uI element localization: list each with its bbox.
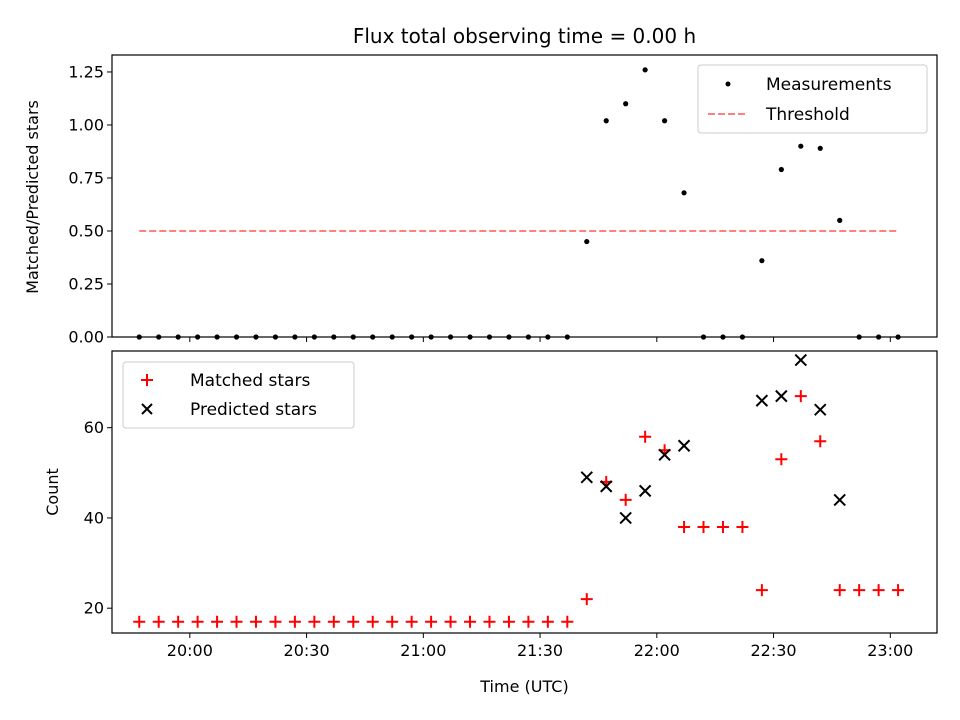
measurement-point [837,217,843,223]
predicted-stars-point [755,394,769,407]
measurement-point [661,118,668,124]
matched-stars-point [580,593,593,606]
matched-stars-point [502,615,515,628]
matched-stars-point [269,615,282,628]
predicted-stars-point [775,389,788,403]
matched-stars-point [522,615,535,628]
top-y-tick-label: 0.00 [68,328,104,347]
bottom-chart-legend: Matched stars Predicted stars [122,361,355,429]
predicted-stars-point [814,403,827,416]
predicted-stars-point [677,439,691,452]
matched-stars-point [327,615,340,628]
measurement-point [642,67,648,73]
matched-stars-point [775,453,788,466]
bottom-y-tick-label: 60 [84,418,104,437]
matched-stars-point [561,615,574,628]
top-y-tick-label: 1.25 [68,62,104,81]
bottom-chart-axes: 20 40 60 20:00 20:30 21:00 21:30 22:00 22:30 23:0… [84,350,938,660]
bottom-legend-box [122,361,355,429]
top-chart-title: Flux total observing time = 0.00 h [353,24,696,48]
x-tick-label: 23:00 [867,641,913,660]
matched-stars-point [249,615,262,628]
matched-stars-point [464,615,477,628]
bottom-y-axis-label: Count [43,468,62,516]
matched-stars-point [736,520,749,533]
predicted-stars-point [794,353,808,367]
matched-stars-point [347,615,360,628]
legend-predicted-label: Predicted stars [190,400,317,420]
matched-stars-point [697,520,710,533]
legend-matched-label: Matched stars [190,371,310,391]
matched-stars-point [872,584,885,597]
measurement-point [759,258,765,264]
top-legend-box [697,64,928,134]
matched-stars-point [133,615,146,628]
matched-stars-point [152,615,165,628]
measurement-point [798,143,804,149]
measurement-point [584,238,590,245]
x-tick-label: 22:00 [634,641,680,660]
matched-stars-point [191,615,204,628]
matched-stars-point [639,430,652,443]
legend-threshold-label: Threshold [765,105,850,125]
predicted-stars-point [600,480,613,493]
x-tick-label: 21:30 [517,641,563,660]
matched-stars-point [483,615,496,628]
matched-stars-point [366,615,379,628]
top-chart: Flux total observing time = 0.00 h Match… [23,24,938,347]
top-plot-frame [111,54,938,338]
matched-stars-point [678,520,691,533]
matched-stars-point [716,520,729,533]
bottom-y-tick-label: 20 [84,599,104,618]
top-chart-axes: 0.00 0.25 0.50 0.75 1.00 1.25 [68,54,938,347]
matched-stars-point [308,615,321,628]
bottom-chart-marks [133,353,905,628]
matched-stars-point [425,615,438,628]
top-y-tick-label: 0.25 [68,274,104,293]
legend-measurements-label: Measurements [766,75,892,95]
matched-stars-point [853,584,866,597]
top-y-tick-label: 1.00 [68,115,104,134]
matched-stars-point [794,390,807,403]
legend-measurements-marker [725,81,731,87]
measurement-point [817,145,823,151]
x-tick-label: 20:00 [167,641,213,660]
matched-stars-point [288,615,301,628]
top-chart-legend: Measurements Threshold [697,64,928,134]
legend-matched-marker [141,374,153,386]
x-axis-label: Time (UTC) [479,677,568,696]
x-tick-label: 20:30 [284,641,330,660]
measurement-point [623,101,629,107]
matched-stars-point [444,615,457,628]
matched-stars-point [405,615,418,628]
top-y-tick-label: 0.75 [68,168,104,187]
matched-stars-point [386,615,399,628]
matched-stars-point [833,584,846,597]
predicted-stars-point [658,448,671,461]
predicted-stars-point [833,493,846,507]
predicted-stars-point [638,484,652,498]
measurement-point [778,166,784,173]
matched-stars-point [230,615,243,628]
measurement-point [603,118,609,124]
bottom-plot-frame [111,350,938,634]
predicted-stars-point [580,471,593,484]
matched-stars-point [172,615,185,628]
x-tick-label: 22:30 [751,641,797,660]
matched-stars-point [755,584,768,597]
matched-stars-point [814,435,827,448]
matched-stars-point [619,493,632,506]
x-tick-label: 21:00 [400,641,446,660]
top-y-axis-label: Matched/Predicted stars [23,100,42,294]
bottom-y-tick-label: 40 [84,508,104,527]
legend-predicted-marker [141,403,153,415]
bottom-chart: Count Time (UTC) 20 40 60 20:00 20:30 21:00 21… [43,350,938,696]
matched-stars-point [541,615,554,628]
measurement-point [681,190,687,196]
top-y-tick-label: 0.50 [68,221,104,240]
predicted-stars-point [619,511,632,525]
matched-stars-point [892,584,905,597]
matched-stars-point [211,615,224,628]
